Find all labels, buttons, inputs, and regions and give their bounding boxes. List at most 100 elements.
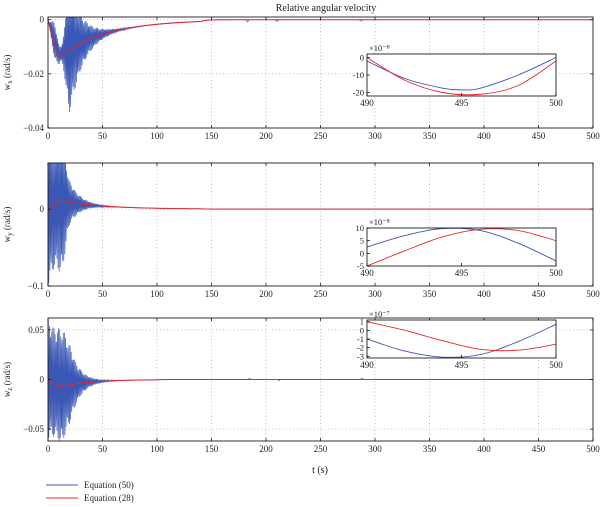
- figure-title: Relative angular velocity: [276, 3, 377, 14]
- x-tick-label: 200: [259, 289, 273, 299]
- x-tick-label: 350: [423, 131, 437, 141]
- plot-area: [48, 163, 593, 283]
- x-tick-label: 200: [259, 444, 273, 454]
- x-tick-label: 150: [205, 444, 219, 454]
- y-tick-label: −0.1: [28, 281, 44, 291]
- inset-x-tick-label: 495: [455, 98, 469, 108]
- x-tick-label: 450: [532, 289, 546, 299]
- inset-y-tick-label: 1: [360, 317, 364, 327]
- x-tick-label: 200: [259, 131, 273, 141]
- x-tick-label: 50: [98, 444, 108, 454]
- x-tick-label: 450: [532, 444, 546, 454]
- x-tick-label: 300: [368, 131, 382, 141]
- y-axis-label-unit: (rad/s): [2, 207, 12, 233]
- y-tick-label: 0: [40, 15, 45, 25]
- inset-y-tick-label: -2: [357, 343, 364, 353]
- inset-y-tick-label: -20: [353, 88, 364, 98]
- x-tick-label: 250: [314, 444, 328, 454]
- inset-x-tick-label: 500: [549, 98, 563, 108]
- inset-y-tick-label: -3: [357, 351, 364, 361]
- inset-x: 490 495 500 0 -10 -20 ×10⁻⁸: [353, 43, 564, 108]
- inset-x-tick-label: 490: [360, 360, 374, 370]
- x-axis-label: t (s): [312, 465, 328, 476]
- x-tick-label: 300: [368, 289, 382, 299]
- x-tick-label: 500: [586, 444, 600, 454]
- series-line-equation28: [48, 19, 593, 57]
- inset-x-tick-label: 500: [549, 268, 563, 278]
- inset-y-tick-label: -5: [357, 261, 364, 271]
- y-axis-label-subscript: z: [6, 388, 14, 391]
- inset-series-equation50: [366, 57, 557, 91]
- y-tick-label: −0.05: [23, 424, 44, 434]
- x-tick-label: 500: [586, 131, 600, 141]
- inset-x-tick-label: 495: [455, 360, 469, 370]
- y-axis-label: wz (rad/s): [2, 362, 14, 397]
- inset-series-equation28: [366, 228, 557, 267]
- x-tick-label: 100: [150, 289, 164, 299]
- x-tick-label: 50: [98, 289, 108, 299]
- plot-area: [48, 320, 593, 441]
- inset-x-tick-label: 495: [455, 268, 469, 278]
- inset-y-tick-label: 0: [360, 53, 364, 63]
- inset-y: 490 495 500 10 5 0 -5 ×10⁻⁸: [356, 217, 564, 278]
- inset-y-tick-label: 5: [360, 236, 364, 246]
- inset-background: [367, 228, 556, 266]
- inset-y-tick-label: -1: [357, 334, 364, 344]
- x-tick-label: 100: [150, 131, 164, 141]
- x-tick-label: 50: [98, 131, 108, 141]
- subplots: 0 50 100 150 200 250 300 350 400 450 5000−0.02−0.0…: [2, 15, 600, 454]
- inset-exponent-label: ×10⁻⁷: [369, 309, 390, 319]
- inset-y-tick-label: 0: [360, 248, 364, 258]
- x-tick-label: 150: [205, 289, 219, 299]
- series-line-equation28: [48, 200, 593, 210]
- y-tick-label: −0.02: [23, 69, 44, 79]
- inset-background: [367, 54, 556, 96]
- inset-x-tick-label: 490: [360, 98, 374, 108]
- y-axis-label: wy (rad/s): [2, 207, 14, 243]
- y-tick-label: 0.05: [28, 325, 44, 335]
- x-tick-label: 0: [46, 131, 51, 141]
- inset-exponent-label: ×10⁻⁸: [369, 43, 390, 53]
- legend: Equation (50) Equation (28): [46, 480, 134, 503]
- subplot-z: 0 50 100 150 200 250 300 350 400 450 5000.050−0.05…: [2, 309, 600, 454]
- x-tick-label: 350: [423, 289, 437, 299]
- x-tick-label: 400: [477, 444, 491, 454]
- x-tick-label: 500: [586, 289, 600, 299]
- x-tick-label: 350: [423, 444, 437, 454]
- y-axis-label-base: w: [2, 390, 12, 397]
- x-tick-label: 250: [314, 289, 328, 299]
- y-axis-label: wx (rad/s): [2, 55, 14, 91]
- y-tick-label: 0: [40, 204, 45, 214]
- x-tick-label: 0: [46, 289, 51, 299]
- legend-label: Equation (28): [84, 493, 134, 503]
- subplot-x: 0 50 100 150 200 250 300 350 400 450 500 0 −0.02 −0.0…: [2, 15, 600, 141]
- x-tick-label: 150: [205, 131, 219, 141]
- x-tick-label: 250: [314, 131, 328, 141]
- x-tick-label: 100: [150, 444, 164, 454]
- inset-exponent-label: ×10⁻⁸: [369, 217, 390, 227]
- y-axis-label-base: w: [2, 235, 12, 242]
- inset-series-equation28: [366, 321, 557, 352]
- y-axis-label-base: w: [2, 83, 12, 90]
- inset-x-tick-label: 490: [360, 268, 374, 278]
- x-tick-label: 300: [368, 444, 382, 454]
- series-line-equation28: [48, 379, 593, 387]
- y-axis-label-unit: (rad/s): [2, 55, 12, 81]
- x-tick-label: 450: [532, 131, 546, 141]
- inset-background: [367, 320, 556, 358]
- x-tick-label: 400: [477, 131, 491, 141]
- inset-y-tick-label: 0: [360, 325, 364, 335]
- x-tick-label: 400: [477, 289, 491, 299]
- inset-y-tick-label: 10: [356, 223, 365, 233]
- inset-z: 490 495 500 10-1-2-3 ×10⁻⁷: [357, 309, 563, 370]
- y-tick-label: 0: [40, 375, 45, 385]
- inset-y-tick-label: -10: [353, 70, 364, 80]
- y-axis-label-subscript: y: [6, 232, 14, 236]
- y-axis-label-subscript: x: [6, 80, 14, 84]
- x-tick-label: 0: [46, 444, 51, 454]
- legend-label: Equation (50): [84, 480, 134, 490]
- inset-x-tick-label: 500: [549, 360, 563, 370]
- y-tick-label: −0.04: [23, 123, 44, 133]
